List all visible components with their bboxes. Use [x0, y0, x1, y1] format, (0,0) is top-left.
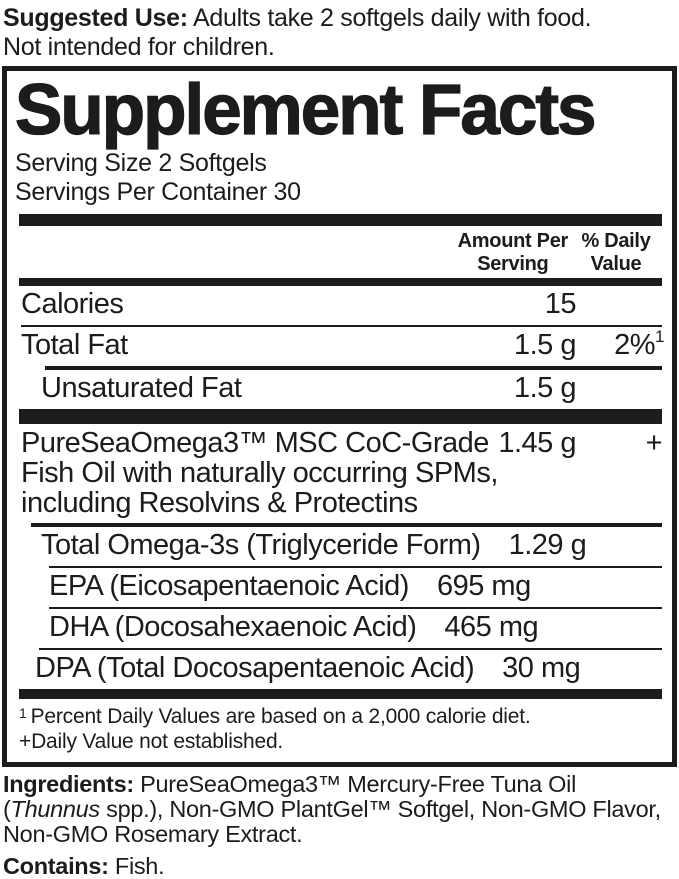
ingredients-label: Ingredients:: [3, 771, 134, 797]
row-dha: DHA (Docosahexaenoic Acid) 465 mg: [15, 609, 664, 648]
row-amount: 30 mg: [502, 653, 580, 685]
footnote-dv-not-established: +Daily Value not established.: [19, 729, 664, 754]
servings-per-container: Servings Per Container 30: [15, 178, 664, 207]
row-amount: 695 mg: [437, 571, 531, 603]
ingredients-part2: spp.), Non-GMO PlantGel™ Softgel, Non-GM…: [3, 796, 661, 847]
row-daily-value: 2%1: [576, 330, 664, 362]
serving-size: Serving Size 2 Softgels: [15, 149, 664, 178]
row-label: DPA (Total Docosapentaenoic Acid): [35, 653, 474, 685]
supplement-facts-panel: Supplement Facts Serving Size 2 Softgels…: [2, 66, 677, 767]
dv-footnote-marker: 1: [655, 327, 664, 346]
amount-header-line1: Amount Per: [458, 231, 568, 251]
row-fish-oil-blend: PureSeaOmega3™ MSC CoC-Grade Fish Oil wi…: [15, 424, 664, 523]
amount-per-serving-header: Amount Per Serving: [458, 231, 568, 274]
row-amount: 465 mg: [444, 612, 538, 644]
dv-value: 2%: [614, 329, 655, 361]
contains-text: Contains: Fish.: [3, 854, 677, 879]
row-label: EPA (Eicosapentaenoic Acid): [49, 571, 409, 603]
row-calories: Calories 15: [15, 286, 664, 325]
footnote-marker: 1: [19, 705, 27, 721]
row-daily-value: +: [646, 428, 662, 460]
suggested-use-text: Suggested Use: Adults take 2 softgels da…: [3, 4, 677, 61]
suggested-use-label: Suggested Use:: [3, 4, 188, 32]
row-amount: 15: [545, 289, 576, 321]
row-amount: 1.45 g: [498, 428, 576, 460]
section-bar-top: [19, 214, 662, 226]
contains-label: Contains:: [3, 853, 109, 879]
section-bar-header: [19, 278, 662, 286]
contains-body: Fish.: [109, 853, 165, 879]
row-dpa: DPA (Total Docosapentaenoic Acid) 30 mg: [15, 650, 664, 689]
row-amount: 1.29 g: [509, 530, 587, 562]
row-label: Calories: [21, 289, 545, 321]
row-epa: EPA (Eicosapentaenoic Acid) 695 mg: [15, 568, 664, 607]
daily-value-header: % Daily Value: [568, 231, 664, 274]
row-amount: 1.5 g: [514, 330, 576, 362]
footnote-text: Percent Daily Values are based on a 2,00…: [31, 705, 531, 728]
ingredients-text: Ingredients: PureSeaOmega3™ Mercury-Free…: [3, 772, 677, 847]
row-amount: 1.5 g: [514, 373, 576, 405]
row-unsaturated-fat: Unsaturated Fat 1.5 g: [15, 370, 664, 409]
section-bar-mid: [19, 409, 662, 424]
dv-header-line2: Value: [568, 254, 664, 274]
ingredients-species: Thunnus: [11, 796, 100, 822]
row-label: DHA (Docosahexaenoic Acid): [49, 612, 416, 644]
row-label: Total Omega-3s (Triglyceride Form): [41, 530, 481, 562]
row-total-fat: Total Fat 1.5 g 2%1: [15, 327, 664, 366]
row-total-omega3s: Total Omega-3s (Triglyceride Form) 1.29 …: [15, 527, 664, 566]
row-label: Total Fat: [21, 330, 514, 362]
column-headers: Amount Per Serving % Daily Value: [15, 226, 664, 278]
panel-title: Supplement Facts: [15, 75, 664, 146]
section-bar-bottom: [19, 689, 662, 699]
row-label: Unsaturated Fat: [41, 373, 514, 405]
dv-header-line1: % Daily: [568, 231, 664, 251]
amount-header-line2: Serving: [458, 254, 568, 274]
